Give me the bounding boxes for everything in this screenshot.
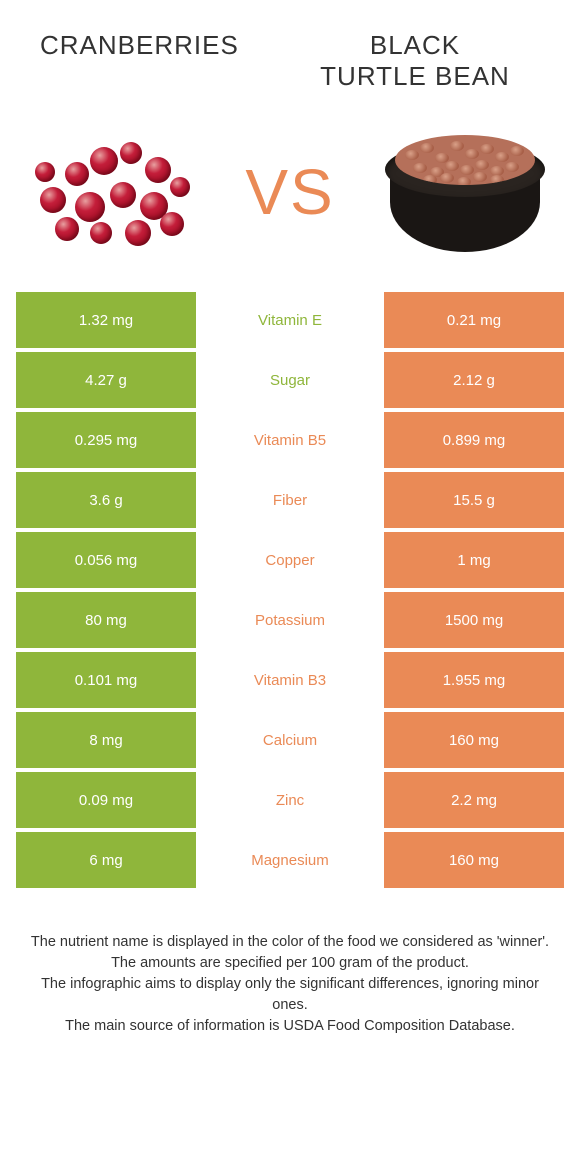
cranberries-image bbox=[30, 122, 200, 262]
right-value-cell: 1500 mg bbox=[384, 592, 564, 648]
left-value-cell: 80 mg bbox=[16, 592, 196, 648]
nutrient-table: 1.32 mgVitamin E0.21 mg4.27 gSugar2.12 g… bbox=[0, 292, 580, 888]
left-value-cell: 0.101 mg bbox=[16, 652, 196, 708]
table-row: 80 mgPotassium1500 mg bbox=[16, 592, 564, 648]
footer-line: The main source of information is USDA F… bbox=[30, 1016, 550, 1037]
footer-line: The infographic aims to display only the… bbox=[30, 974, 550, 1016]
visual-row: VS bbox=[0, 102, 580, 292]
nutrient-name-cell: Vitamin B5 bbox=[196, 412, 384, 468]
right-value-cell: 1.955 mg bbox=[384, 652, 564, 708]
left-value-cell: 8 mg bbox=[16, 712, 196, 768]
nutrient-name-cell: Vitamin E bbox=[196, 292, 384, 348]
left-food-title: CRANBERRIES bbox=[40, 30, 290, 92]
table-row: 6 mgMagnesium160 mg bbox=[16, 832, 564, 888]
left-value-cell: 3.6 g bbox=[16, 472, 196, 528]
nutrient-name-cell: Calcium bbox=[196, 712, 384, 768]
right-value-cell: 160 mg bbox=[384, 712, 564, 768]
footer-notes: The nutrient name is displayed in the co… bbox=[0, 892, 580, 1037]
footer-line: The nutrient name is displayed in the co… bbox=[30, 932, 550, 953]
right-value-cell: 160 mg bbox=[384, 832, 564, 888]
table-row: 3.6 gFiber15.5 g bbox=[16, 472, 564, 528]
nutrient-name-cell: Potassium bbox=[196, 592, 384, 648]
table-row: 0.09 mgZinc2.2 mg bbox=[16, 772, 564, 828]
right-food-title: BLACK TURTLE BEAN bbox=[290, 30, 540, 92]
beans-image bbox=[380, 122, 550, 262]
nutrient-name-cell: Magnesium bbox=[196, 832, 384, 888]
nutrient-name-cell: Zinc bbox=[196, 772, 384, 828]
table-row: 4.27 gSugar2.12 g bbox=[16, 352, 564, 408]
footer-line: The amounts are specified per 100 gram o… bbox=[30, 953, 550, 974]
nutrient-name-cell: Sugar bbox=[196, 352, 384, 408]
left-value-cell: 4.27 g bbox=[16, 352, 196, 408]
vs-label: VS bbox=[245, 155, 334, 229]
header: CRANBERRIES BLACK TURTLE BEAN bbox=[0, 0, 580, 102]
left-value-cell: 6 mg bbox=[16, 832, 196, 888]
table-row: 0.295 mgVitamin B50.899 mg bbox=[16, 412, 564, 468]
left-value-cell: 0.295 mg bbox=[16, 412, 196, 468]
table-row: 0.056 mgCopper1 mg bbox=[16, 532, 564, 588]
left-value-cell: 0.056 mg bbox=[16, 532, 196, 588]
table-row: 1.32 mgVitamin E0.21 mg bbox=[16, 292, 564, 348]
table-row: 0.101 mgVitamin B31.955 mg bbox=[16, 652, 564, 708]
table-row: 8 mgCalcium160 mg bbox=[16, 712, 564, 768]
right-value-cell: 0.899 mg bbox=[384, 412, 564, 468]
right-value-cell: 15.5 g bbox=[384, 472, 564, 528]
right-value-cell: 2.12 g bbox=[384, 352, 564, 408]
right-value-cell: 2.2 mg bbox=[384, 772, 564, 828]
nutrient-name-cell: Fiber bbox=[196, 472, 384, 528]
nutrient-name-cell: Vitamin B3 bbox=[196, 652, 384, 708]
left-value-cell: 1.32 mg bbox=[16, 292, 196, 348]
right-value-cell: 0.21 mg bbox=[384, 292, 564, 348]
left-value-cell: 0.09 mg bbox=[16, 772, 196, 828]
right-value-cell: 1 mg bbox=[384, 532, 564, 588]
nutrient-name-cell: Copper bbox=[196, 532, 384, 588]
